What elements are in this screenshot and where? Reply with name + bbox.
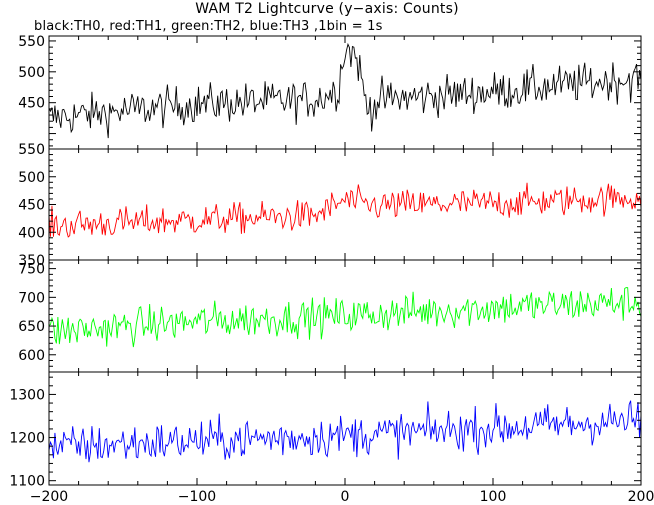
x-tick-label: 0 [341,489,350,505]
y-tick-label-th1: 400 [18,225,45,241]
panel-frame-th0 [48,35,642,150]
series-th1 [49,182,641,238]
y-tick-label-th1: 550 [18,142,45,158]
y-tick-label-th3: 1300 [9,387,45,403]
x-tick-label: 200 [628,489,654,505]
series-th0 [49,42,641,139]
x-tick-label: −100 [178,489,216,505]
y-tick-label-th1: 450 [18,198,45,214]
axes-layer [48,35,642,486]
y-tick-label-th2: 600 [18,348,45,364]
y-tick-label-th2: 650 [18,319,45,335]
y-tick-label-th0: 450 [18,96,45,112]
series-th2 [49,287,641,348]
series-layer [49,42,641,463]
panel-frame-th1 [48,148,642,261]
y-tick-label-th3: 1200 [9,431,45,447]
panel-frame-th3 [48,371,642,486]
chart-subtitle: black:TH0, red:TH1, green:TH2, blue:TH3 … [34,19,383,34]
labels-layer: 450 500 550 350 400 450 500 550 600 650 700 750 1100… [9,34,654,505]
y-tick-label-th2: 750 [18,262,45,278]
x-tick-label: −200 [30,489,68,505]
y-tick-label-th1: 500 [18,170,45,186]
y-tick-label-th0: 500 [18,65,45,81]
series-th3 [49,400,641,463]
y-tick-label-th2: 700 [18,290,45,306]
y-tick-label-th0: 550 [18,34,45,50]
y-tick-label-th1: 350 [18,253,45,269]
chart-title: WAM T2 Lightcurve (y−axis: Counts) [195,1,459,17]
x-tick-label: 100 [480,489,507,505]
y-tick-label-th3: 1100 [9,474,45,490]
